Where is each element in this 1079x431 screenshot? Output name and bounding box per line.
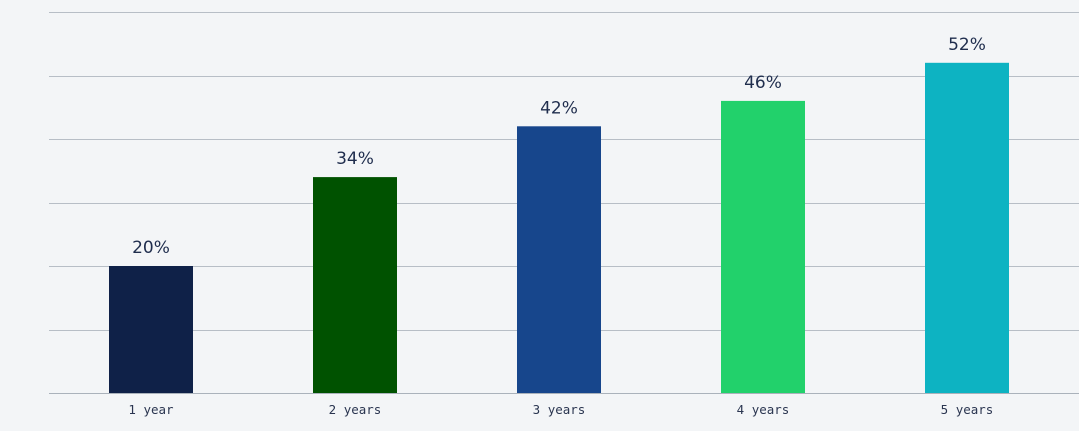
value-labels: 20% 34% 42% 46% 52% [132, 35, 986, 258]
x-tick-label: 5 years [941, 402, 994, 417]
bar-5 [925, 62, 1009, 394]
x-axis-tick-labels: 1 year 2 years 3 years 4 years 5 years [128, 402, 993, 417]
bar-value-label: 34% [336, 149, 374, 169]
bar-4 [721, 100, 805, 394]
bar-2 [313, 177, 397, 393]
bar-value-label: 52% [948, 35, 986, 55]
bar-3 [517, 126, 601, 394]
bar-value-label: 46% [744, 73, 782, 93]
bar-1 [109, 266, 193, 393]
bars [109, 62, 1009, 394]
bar-value-label: 42% [540, 98, 578, 118]
bar-value-label: 20% [132, 238, 170, 258]
x-tick-label: 1 year [128, 402, 174, 417]
x-tick-label: 2 years [329, 402, 382, 417]
x-tick-label: 4 years [737, 402, 790, 417]
x-tick-label: 3 years [533, 402, 586, 417]
